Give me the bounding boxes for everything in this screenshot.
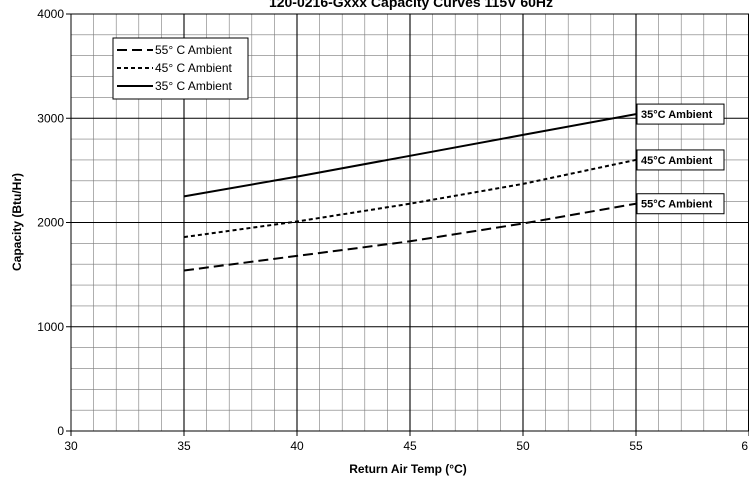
callout-label: 35°C Ambient: [641, 109, 713, 121]
legend-entry: 55° C Ambient: [117, 43, 233, 57]
grid-major: [71, 14, 749, 431]
y-tick-label: 0: [57, 424, 64, 438]
callout-45c: 45°C Ambient: [636, 149, 725, 171]
series-lines: [183, 113, 637, 272]
series-line-55c: [183, 202, 637, 272]
callout-55c: 55°C Ambient: [636, 193, 725, 215]
series-callouts: 55°C Ambient 45°C Ambient 35°C Ambient: [636, 103, 725, 215]
callout-label: 45°C Ambient: [641, 155, 713, 167]
callout-35c: 35°C Ambient: [636, 103, 725, 125]
legend-box: [112, 37, 249, 100]
y-axis-ticks: 0 1000 2000 3000 4000: [37, 7, 71, 438]
y-tick-label: 2000: [37, 216, 64, 230]
callout-box: [636, 103, 725, 125]
x-axis-ticks: 30 35 40 45 50 55 6: [64, 431, 749, 453]
legend-label: 35° C Ambient: [155, 79, 233, 93]
y-axis-title: Capacity (Btu/Hr): [10, 173, 24, 271]
x-tick-label: 35: [177, 439, 191, 453]
x-tick-label: 30: [64, 439, 78, 453]
legend: 55° C Ambient 45° C Ambient 35° C Ambient: [112, 37, 249, 100]
legend-label: 45° C Ambient: [155, 61, 233, 75]
series-line-45c: [183, 158, 637, 239]
callout-box: [636, 193, 725, 215]
callout-box: [636, 149, 725, 171]
y-tick-label: 3000: [37, 111, 64, 125]
series-line-35c: [183, 113, 637, 198]
legend-entry: 35° C Ambient: [117, 79, 233, 93]
x-tick-label: 50: [516, 439, 530, 453]
y-tick-label: 4000: [37, 7, 64, 21]
y-tick-label: 1000: [37, 320, 64, 334]
legend-label: 55° C Ambient: [155, 43, 233, 57]
x-tick-label: 40: [290, 439, 304, 453]
x-tick-label: 45: [403, 439, 417, 453]
callout-label: 55°C Ambient: [641, 199, 713, 211]
chart-title: 120-0216-Gxxx Capacity Curves 115V 60Hz: [269, 0, 553, 10]
x-tick-label: 55: [629, 439, 643, 453]
legend-entry: 45° C Ambient: [117, 61, 233, 75]
x-tick-label: 6: [741, 439, 748, 453]
x-axis-title: Return Air Temp (°C): [349, 462, 466, 476]
